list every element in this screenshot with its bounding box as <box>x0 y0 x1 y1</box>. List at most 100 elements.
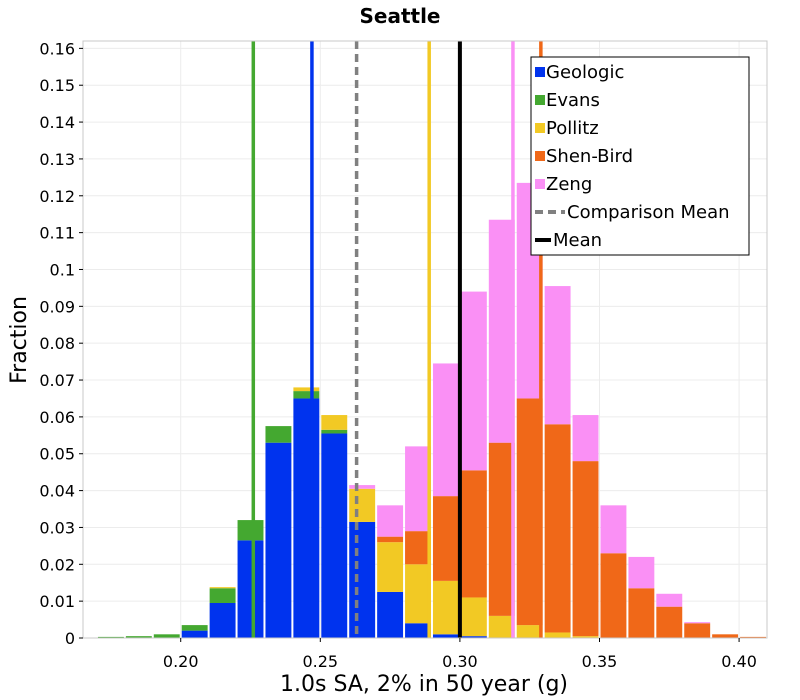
bar-evans <box>293 391 320 399</box>
y-tick-label: 0.03 <box>39 518 75 537</box>
bar-shen-bird <box>628 588 655 638</box>
legend-label: Pollitz <box>546 118 599 139</box>
x-axis-label: 1.0s SA, 2% in 50 year (g) <box>280 672 568 697</box>
legend-label: Evans <box>546 90 600 111</box>
y-tick-label: 0.16 <box>39 39 75 58</box>
legend: Geologic Evans Pollitz Shen-Bird Zeng Compari… <box>530 56 750 256</box>
bar-zeng <box>544 286 571 425</box>
y-tick-label: 0.02 <box>39 555 75 574</box>
bar-pollitz <box>321 415 348 430</box>
bar-pollitz <box>516 625 543 638</box>
bar-zeng <box>405 446 431 532</box>
x-axis-ticks: 0.20 0.25 0.30 0.35 0.40 <box>163 638 757 671</box>
bar-shen-bird <box>377 536 404 543</box>
bar-zeng <box>377 505 404 537</box>
x-tick-label: 0.25 <box>302 652 338 671</box>
bar-shen-bird <box>600 553 627 638</box>
legend-swatch <box>535 95 545 105</box>
legend-label: Shen-Bird <box>546 146 633 167</box>
bar-zeng <box>656 593 683 607</box>
bar-pollitz <box>209 587 236 589</box>
x-tick-label: 0.40 <box>721 652 757 671</box>
bar-pollitz <box>293 387 320 392</box>
bar-geologic <box>265 442 292 638</box>
y-tick-label: 0.07 <box>39 371 75 390</box>
legend-swatch <box>535 179 545 189</box>
bar-zeng <box>488 219 515 443</box>
y-tick-label: 0.08 <box>39 334 75 353</box>
bars <box>97 182 766 638</box>
bar-shen-bird <box>684 623 711 638</box>
bar-evans <box>237 520 264 541</box>
bar-geologic <box>181 630 208 638</box>
bar-shen-bird <box>544 424 571 633</box>
y-tick-label: 0.14 <box>39 113 75 132</box>
bar-evans <box>265 426 292 443</box>
bar-pollitz <box>377 542 404 592</box>
bar-evans <box>181 625 208 631</box>
bar-shen-bird <box>432 496 459 581</box>
legend-label: Zeng <box>546 174 592 195</box>
bar-zeng <box>684 622 711 624</box>
bar-zeng <box>460 291 487 471</box>
y-tick-label: 0.12 <box>39 187 75 206</box>
bar-shen-bird <box>460 470 487 598</box>
legend-label: Mean <box>553 230 602 251</box>
bar-pollitz <box>460 597 487 637</box>
bar-geologic <box>377 591 404 638</box>
bar-evans <box>209 588 236 603</box>
bar-pollitz <box>349 488 376 522</box>
y-axis-ticks: 0 0.01 0.02 0.03 0.04 0.05 0.06 0.07 0.08 0.09 0.1… <box>39 39 83 648</box>
bar-geologic <box>432 634 459 638</box>
bar-evans <box>125 636 152 638</box>
y-tick-label: 0.04 <box>39 482 75 501</box>
bar-evans <box>321 429 348 434</box>
y-tick-label: 0.1 <box>50 260 75 279</box>
bar-geologic <box>349 521 376 638</box>
y-tick-label: 0.01 <box>39 592 75 611</box>
bar-zeng <box>432 363 459 497</box>
bar-shen-bird <box>656 606 683 638</box>
bar-geologic <box>321 433 348 638</box>
x-tick-label: 0.20 <box>163 652 199 671</box>
legend-swatch <box>535 151 545 161</box>
bar-geologic <box>293 398 320 638</box>
legend-label: Comparison Mean <box>567 202 730 223</box>
bar-geologic <box>209 602 236 638</box>
y-tick-label: 0 <box>65 629 75 648</box>
bar-geologic <box>460 636 487 638</box>
bar-zeng <box>600 505 627 554</box>
bar-pollitz <box>432 580 459 635</box>
x-tick-label: 0.35 <box>582 652 618 671</box>
y-tick-label: 0.06 <box>39 408 75 427</box>
legend-swatch <box>535 123 545 133</box>
bar-pollitz <box>544 632 571 638</box>
bar-zeng <box>349 485 376 489</box>
legend-label: Geologic <box>546 62 624 83</box>
x-tick-label: 0.30 <box>442 652 478 671</box>
y-axis-label: Fraction <box>7 296 32 384</box>
bar-evans <box>153 634 180 638</box>
y-tick-label: 0.09 <box>39 297 75 316</box>
bar-geologic <box>405 623 431 638</box>
bar-pollitz <box>572 636 599 638</box>
bar-zeng <box>628 556 655 589</box>
plot-frame <box>82 40 768 639</box>
bar-pollitz <box>488 615 515 638</box>
legend-swatch <box>535 67 545 77</box>
y-tick-label: 0.15 <box>39 76 75 95</box>
bar-shen-bird <box>488 442 515 616</box>
y-tick-label: 0.11 <box>39 224 75 243</box>
bar-shen-bird <box>405 531 431 565</box>
bar-shen-bird <box>740 636 766 638</box>
y-tick-label: 0.05 <box>39 445 75 464</box>
bar-shen-bird <box>572 461 599 637</box>
bar-pollitz <box>405 564 431 624</box>
bar-shen-bird <box>516 398 543 626</box>
chart-title: Seattle <box>359 4 440 28</box>
bar-shen-bird <box>712 634 739 638</box>
y-tick-label: 0.13 <box>39 150 75 169</box>
bar-geologic <box>237 540 264 638</box>
legend-box <box>530 56 750 256</box>
